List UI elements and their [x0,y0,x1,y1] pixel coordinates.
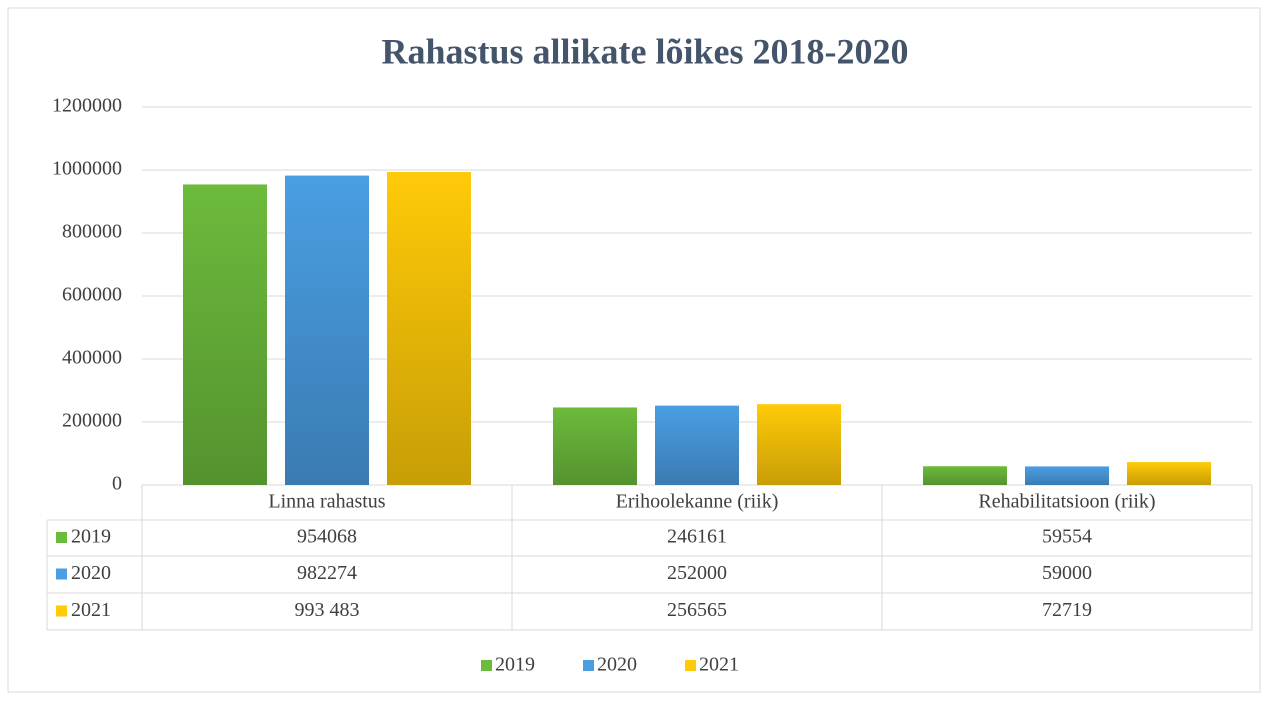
bar-shade [387,172,471,485]
x-tick-label: Erihoolekanne (riik) [616,491,779,513]
table-value: 72719 [1042,599,1092,621]
bar-shade [183,184,267,486]
table-legend-key [56,605,67,617]
y-tick-label: 600000 [62,284,122,306]
bar-shade [1127,462,1211,485]
table-legend-key [56,532,67,543]
table-legend-key [56,568,67,580]
table-value: 59554 [1042,526,1092,548]
table-value: 252000 [667,562,727,584]
table-value: 993 483 [295,599,360,621]
y-tick-label: 1200000 [52,95,122,117]
y-tick-label: 200000 [62,410,122,432]
y-tick-label: 800000 [62,221,122,243]
table-value: 982274 [297,562,357,584]
legend-key [583,660,594,671]
table-series-name: 2021 [71,599,111,621]
legend-key [685,660,696,671]
legend-label: 2021 [699,654,739,676]
bar-shade [1025,466,1109,485]
table-value: 954068 [297,526,357,548]
y-tick-label: 1000000 [52,158,122,180]
x-tick-label: Linna rahastus [268,491,385,513]
legend-label: 2020 [597,654,637,676]
x-tick-label: Rehabilitatsioon (riik) [978,491,1155,513]
bar-shade [757,404,841,485]
chart-title: Rahastus allikate lõikes 2018-2020 [381,31,908,71]
legend-label: 2019 [495,654,535,676]
bar-shade [285,175,369,486]
bar-shade [553,407,637,485]
y-tick-label: 400000 [62,347,122,369]
table-value: 59000 [1042,562,1092,584]
table-value: 256565 [667,599,727,621]
table-series-name: 2019 [71,526,111,548]
table-value: 246161 [667,526,727,548]
legend-key [481,660,492,671]
bar-shade [923,466,1007,485]
bar-shade [655,405,739,485]
y-tick-label: 0 [112,473,122,495]
table-series-name: 2020 [71,562,111,584]
